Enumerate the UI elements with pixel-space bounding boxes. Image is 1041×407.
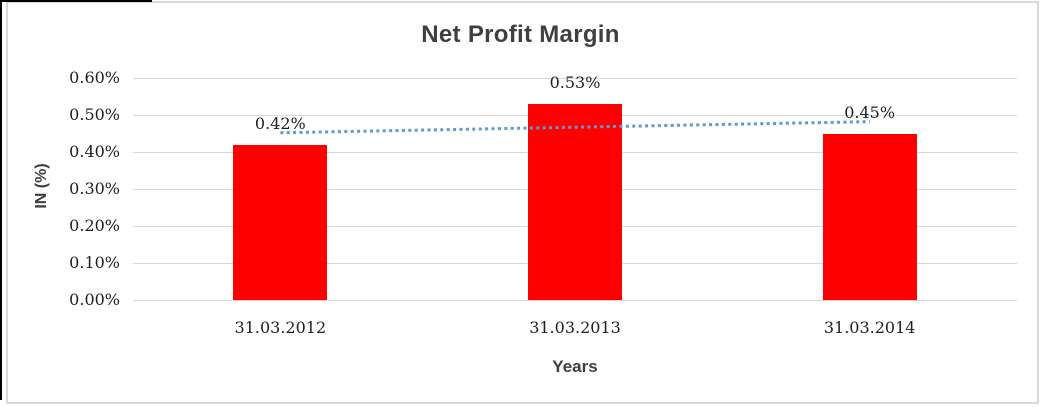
chart-title: Net Profit Margin [421,21,620,48]
bar [528,103,622,300]
bar-data-label: 0.45% [844,102,896,122]
x-axis-title: Years [552,357,598,376]
y-tick-label: 0.10% [69,253,120,272]
bar [233,144,328,300]
table-border-left [0,0,2,400]
x-tick-label: 31.03.2012 [234,318,327,337]
y-tick-label: 0.20% [69,216,120,235]
gridline [133,77,1017,79]
gridline [133,299,1017,301]
y-tick-label: 0.30% [69,179,120,198]
chart-border [6,1,1039,404]
bar-data-label: 0.42% [254,113,306,133]
y-tick-label: 0.00% [69,290,120,309]
x-tick-label: 31.03.2014 [823,318,916,337]
x-tick-label: 31.03.2013 [529,318,621,337]
y-tick-label: 0.40% [69,142,120,161]
bar-data-label: 0.53% [549,72,601,92]
bar [822,133,917,300]
table-border-top [0,0,152,2]
y-tick-label: 0.60% [69,68,120,87]
y-tick-label: 0.50% [69,105,120,124]
